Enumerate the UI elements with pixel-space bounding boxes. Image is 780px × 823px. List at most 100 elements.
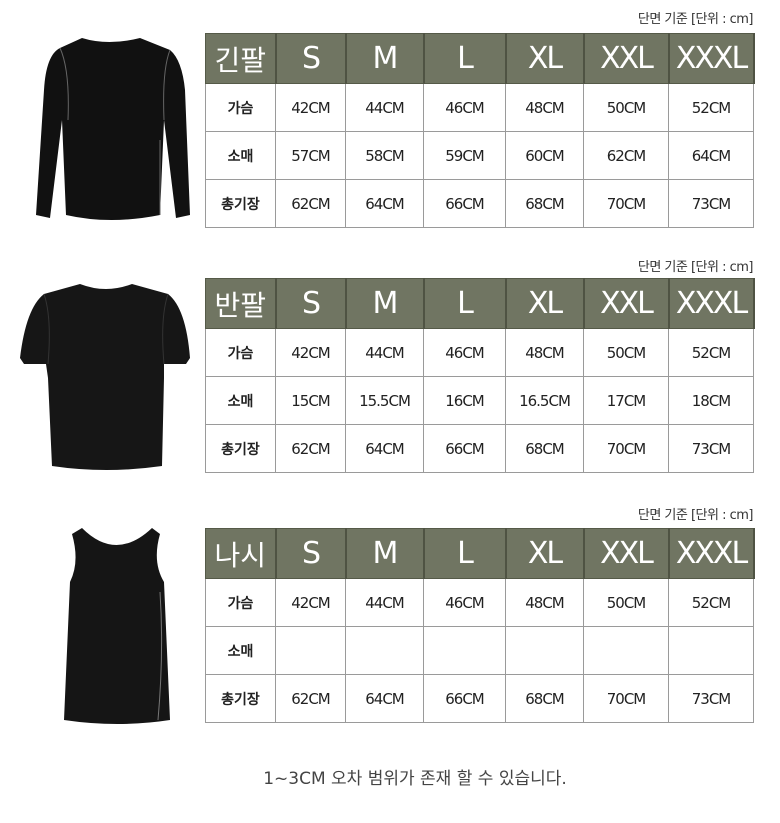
measurement-cell: 16CM xyxy=(423,376,506,425)
measurement-cell: 68CM xyxy=(505,179,584,228)
header-row: 반팔 S M L XL XXL XXXL xyxy=(205,278,755,329)
measurement-cell: 66CM xyxy=(423,424,506,473)
measurement-cell: 16.5CM xyxy=(505,376,584,425)
size-header: S xyxy=(275,278,347,329)
size-header: XL xyxy=(505,528,585,579)
unit-label: 단면 기준 [단위 : cm] xyxy=(637,260,754,275)
sleeveless-size-table: 나시 S M L XL XXL XXXL 가슴 42CM 44CM 46CM 48CM 5… xyxy=(205,528,755,723)
measurement-cell: 64CM xyxy=(345,424,424,473)
measurement-cell: 57CM xyxy=(275,131,346,180)
header-row: 나시 S M L XL XXL XXXL xyxy=(205,528,755,579)
measurement-cell: 52CM xyxy=(668,578,754,627)
measurement-cell xyxy=(583,626,669,675)
measurement-cell xyxy=(345,626,424,675)
header-row: 긴팔 S M L XL XXL XXXL xyxy=(205,33,755,84)
measurement-cell: 68CM xyxy=(505,674,584,723)
measurement-cell: 44CM xyxy=(345,578,424,627)
row-label: 가슴 xyxy=(205,328,276,377)
unit-label: 단면 기준 [단위 : cm] xyxy=(637,12,754,27)
measurement-cell: 46CM xyxy=(423,328,506,377)
row-label: 소매 xyxy=(205,376,276,425)
measurement-cell: 62CM xyxy=(275,179,346,228)
measurement-cell: 44CM xyxy=(345,328,424,377)
measurement-cell: 15CM xyxy=(275,376,346,425)
measurement-cell: 62CM xyxy=(275,674,346,723)
measurement-cell: 42CM xyxy=(275,328,346,377)
table-row: 총기장 62CM 64CM 66CM 68CM 70CM 73CM xyxy=(205,424,754,473)
measurement-cell: 62CM xyxy=(583,131,669,180)
measurement-cell: 18CM xyxy=(668,376,754,425)
measurement-cell: 58CM xyxy=(345,131,424,180)
size-header: XXXL xyxy=(668,278,755,329)
measurement-cell: 70CM xyxy=(583,424,669,473)
measurement-cell: 50CM xyxy=(583,328,669,377)
table-row: 소매 xyxy=(205,626,754,675)
size-header: S xyxy=(275,33,347,84)
size-header: XL xyxy=(505,33,585,84)
measurement-cell: 70CM xyxy=(583,674,669,723)
measurement-cell: 73CM xyxy=(668,179,754,228)
measurement-cell: 48CM xyxy=(505,578,584,627)
table-row: 총기장 62CM 64CM 66CM 68CM 70CM 73CM xyxy=(205,674,754,723)
table-title: 긴팔 xyxy=(205,33,277,84)
size-header: L xyxy=(423,528,507,579)
measurement-cell: 48CM xyxy=(505,83,584,132)
measurement-cell: 68CM xyxy=(505,424,584,473)
size-header: L xyxy=(423,278,507,329)
measurement-cell: 52CM xyxy=(668,328,754,377)
table-row: 총기장 62CM 64CM 66CM 68CM 70CM 73CM xyxy=(205,179,754,228)
measurement-cell: 46CM xyxy=(423,578,506,627)
measurement-cell: 73CM xyxy=(668,674,754,723)
measurement-cell: 70CM xyxy=(583,179,669,228)
measurement-cell: 48CM xyxy=(505,328,584,377)
size-header: XXL xyxy=(583,33,670,84)
size-header: XXL xyxy=(583,528,670,579)
short-sleeve-shirt-image xyxy=(20,284,190,470)
measurement-cell: 60CM xyxy=(505,131,584,180)
unit-label: 단면 기준 [단위 : cm] xyxy=(637,508,754,523)
row-label: 가슴 xyxy=(205,578,276,627)
tolerance-note: 1~3CM 오차 범위가 존재 할 수 있습니다. xyxy=(263,769,567,789)
measurement-cell xyxy=(275,626,346,675)
measurement-cell: 50CM xyxy=(583,578,669,627)
table-row: 소매 57CM 58CM 59CM 60CM 62CM 64CM xyxy=(205,131,754,180)
size-header: XXXL xyxy=(668,33,755,84)
measurement-cell: 52CM xyxy=(668,83,754,132)
measurement-cell xyxy=(505,626,584,675)
long-sleeve-size-table: 긴팔 S M L XL XXL XXXL 가슴 42CM 44CM 46CM 48CM 5… xyxy=(205,33,755,228)
short-sleeve-size-table: 반팔 S M L XL XXL XXXL 가슴 42CM 44CM 46CM 48CM 5… xyxy=(205,278,755,473)
measurement-cell: 73CM xyxy=(668,424,754,473)
long-sleeve-shirt-image xyxy=(36,38,190,220)
table-row: 가슴 42CM 44CM 46CM 48CM 50CM 52CM xyxy=(205,578,754,627)
measurement-cell xyxy=(423,626,506,675)
table-title: 나시 xyxy=(205,528,277,579)
sleeveless-shirt-image xyxy=(64,528,170,724)
size-header: M xyxy=(345,278,425,329)
row-label: 총기장 xyxy=(205,424,276,473)
size-header: XL xyxy=(505,278,585,329)
size-header: XXL xyxy=(583,278,670,329)
measurement-cell: 64CM xyxy=(668,131,754,180)
measurement-cell: 17CM xyxy=(583,376,669,425)
size-header: M xyxy=(345,33,425,84)
table-title: 반팔 xyxy=(205,278,277,329)
size-header: M xyxy=(345,528,425,579)
row-label: 총기장 xyxy=(205,179,276,228)
measurement-cell: 64CM xyxy=(345,674,424,723)
measurement-cell: 66CM xyxy=(423,674,506,723)
size-header: L xyxy=(423,33,507,84)
table-row: 소매 15CM 15.5CM 16CM 16.5CM 17CM 18CM xyxy=(205,376,754,425)
size-header: S xyxy=(275,528,347,579)
measurement-cell: 62CM xyxy=(275,424,346,473)
table-row: 가슴 42CM 44CM 46CM 48CM 50CM 52CM xyxy=(205,328,754,377)
measurement-cell: 44CM xyxy=(345,83,424,132)
measurement-cell: 46CM xyxy=(423,83,506,132)
measurement-cell: 50CM xyxy=(583,83,669,132)
measurement-cell: 59CM xyxy=(423,131,506,180)
measurement-cell: 42CM xyxy=(275,578,346,627)
measurement-cell xyxy=(668,626,754,675)
row-label: 소매 xyxy=(205,131,276,180)
measurement-cell: 15.5CM xyxy=(345,376,424,425)
row-label: 가슴 xyxy=(205,83,276,132)
table-row: 가슴 42CM 44CM 46CM 48CM 50CM 52CM xyxy=(205,83,754,132)
